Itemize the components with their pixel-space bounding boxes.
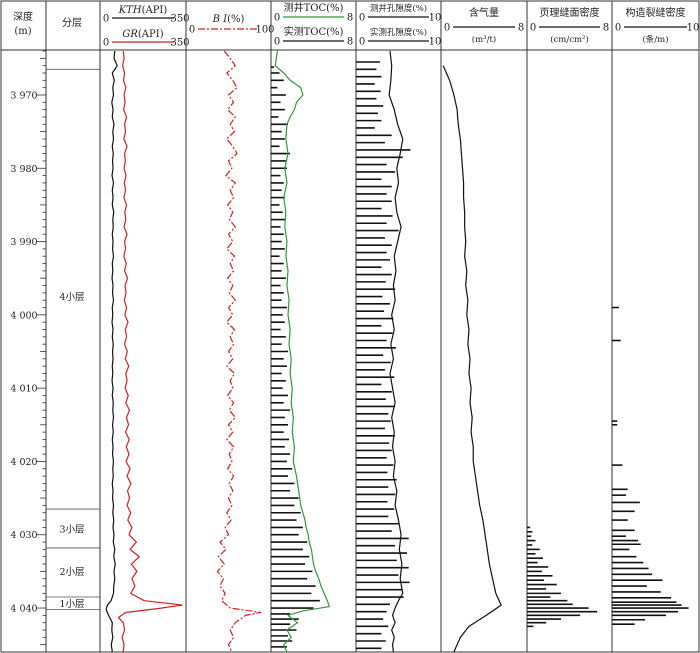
scale-min: 0 <box>103 38 109 49</box>
depth-tick-label: 3 970 <box>10 90 37 101</box>
depth-tick-label: 4 040 <box>10 604 37 615</box>
curve-title: 测井孔隙度(%) <box>370 3 427 14</box>
curve-title-italic: GR <box>122 29 138 40</box>
scale-min: 0 <box>189 25 195 36</box>
gamma-curve-KTH <box>105 50 118 653</box>
curve-title: 含气量 <box>469 6 499 19</box>
scale-max: 8 <box>347 37 353 48</box>
scale-min: 0 <box>444 23 450 34</box>
depth-tick-label: 3 980 <box>10 164 37 175</box>
gamma-curve-GR <box>117 50 183 653</box>
curve-title: 测井TOC(%) <box>284 1 344 14</box>
curve-title-italic: B I <box>212 14 229 25</box>
curve-title-text: (API) <box>142 5 168 16</box>
depth-tick-label: 3 990 <box>10 237 37 248</box>
curve-title-text: (%) <box>227 14 244 25</box>
scale-max: 8 <box>518 23 524 34</box>
curve-title-italic: KTH <box>118 5 142 16</box>
layer-label: 3小层 <box>59 524 84 535</box>
curve-title: B I(%) <box>212 14 245 25</box>
layer-label: 4小层 <box>59 292 84 303</box>
layer-title: 分层 <box>62 17 82 29</box>
depth-axis: 3 970 3 980 3 990 4 000 4 010 4 020 4 030 4 040 <box>10 50 46 653</box>
scale-min: 0 <box>103 14 109 25</box>
bar-title: 实测孔隙度(%) <box>370 27 427 38</box>
scale-min: 0 <box>615 23 621 34</box>
track-unit: (cm/cm²) <box>550 34 589 45</box>
track-title: 页理缝面密度 <box>540 6 600 19</box>
curve-unit: (m³/t) <box>472 34 496 45</box>
depth-tick-label: 4 020 <box>10 457 37 468</box>
depth-tick-label: 4 010 <box>10 384 37 395</box>
toc-curve-测井TOC <box>274 50 331 653</box>
curve-title: GR(API) <box>122 29 163 40</box>
track-curves <box>105 50 689 653</box>
scale-min: 0 <box>274 37 280 48</box>
scale-max: 8 <box>603 23 609 34</box>
depth-title: 深度 <box>13 10 33 23</box>
scale-max: 10 <box>429 13 442 24</box>
scale-max: 350 <box>170 14 189 25</box>
curve-title-text: (API) <box>138 29 164 40</box>
curve-title: KTH(API) <box>118 5 168 16</box>
curve-title-text: 测井TOC(%) <box>284 1 344 14</box>
scale-max: 10 <box>429 37 442 48</box>
depth-tick-label: 4 030 <box>10 530 37 541</box>
scale-min: 0 <box>530 23 536 34</box>
track-unit: (条/m) <box>642 34 668 45</box>
layer-header: 分层 <box>62 17 82 29</box>
scale-max: 8 <box>347 13 353 24</box>
scale-min: 0 <box>359 13 365 24</box>
depth-header: 深度 (m) <box>13 10 33 37</box>
bi-curve-BI <box>216 50 262 653</box>
scale-min: 0 <box>274 13 280 24</box>
porosity-curve-测井孔隙度 <box>388 50 404 653</box>
scale-max: 10 <box>687 23 700 34</box>
scale-max: 350 <box>170 38 189 49</box>
bar-title: 实测TOC(%) <box>284 25 344 38</box>
layer-label: 2小层 <box>59 567 84 578</box>
layer-column: 4小层 3小层 2小层 1小层 <box>46 68 100 610</box>
layer-label: 1小层 <box>59 599 84 610</box>
scale-max: 100 <box>255 25 274 36</box>
gas-curve-含气量 <box>442 65 502 653</box>
track-title: 构造裂缝密度 <box>626 6 686 19</box>
depth-tick-label: 4 000 <box>10 310 37 321</box>
depth-unit: (m) <box>14 26 31 37</box>
scale-min: 0 <box>359 37 365 48</box>
